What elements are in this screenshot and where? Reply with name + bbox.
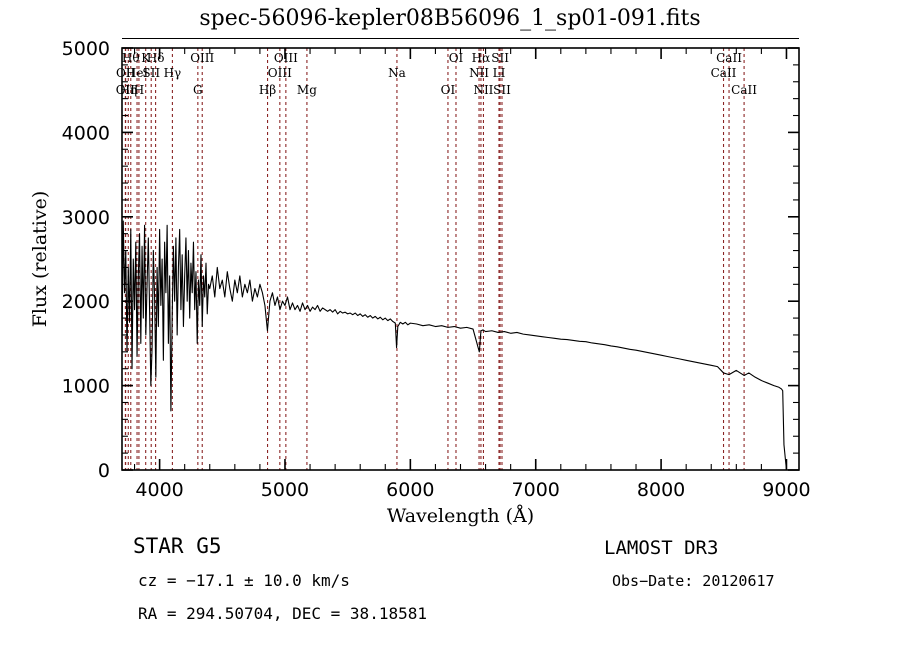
x-tick-label: 7000 <box>512 479 560 501</box>
spectral-line-label: OII <box>116 66 136 80</box>
spectral-line-label: CaII <box>731 83 757 97</box>
survey-label: LAMOST DR3 <box>604 537 719 559</box>
x-tick-label: 5000 <box>261 479 309 501</box>
spectral-line-label: Hγ <box>164 66 182 80</box>
page-title: spec-56096-kepler08B56096_1_sp01-091.fit… <box>199 6 701 31</box>
x-tick-label: 6000 <box>386 479 434 501</box>
y-tick-label: 2000 <box>62 291 110 313</box>
spectral-line-labels: OIIOIIHηHθHeIHKSIIHδHγGOIIIHβOIIIOIIIMgN… <box>116 51 758 97</box>
coordinates-label: RA = 294.50704, DEC = 38.18581 <box>138 604 427 623</box>
spectral-line-label: CaII <box>711 66 737 80</box>
spectral-line-label: Na <box>388 66 406 80</box>
spectral-line-label: Mg <box>297 83 317 97</box>
spectral-line-label: Hη <box>119 83 137 97</box>
x-tick-label: 8000 <box>637 479 685 501</box>
spectral-line-label: Hθ <box>122 51 140 65</box>
spectral-line-label: G <box>193 83 203 97</box>
x-tick-label: 9000 <box>762 479 810 501</box>
y-tick-label: 0 <box>98 460 110 482</box>
spectral-line-label: OI <box>441 83 456 97</box>
spectral-line-label: CaII <box>716 51 742 65</box>
obs-date-label: Obs−Date: 20120617 <box>612 572 775 590</box>
y-tick-label: 3000 <box>62 207 110 229</box>
y-axis-title: Flux (relative) <box>29 191 51 328</box>
spectral-line-label: Hδ <box>147 51 165 65</box>
spectral-line-label: LI <box>493 66 506 80</box>
title-underline <box>122 38 799 39</box>
spectral-line-label: H <box>134 83 144 97</box>
spectral-line-label: OIII <box>190 51 214 65</box>
spectral-line-label: OIII <box>268 66 292 80</box>
spectral-line-label: OIII <box>274 51 298 65</box>
spectral-line-label: NII <box>473 83 493 97</box>
spectral-line-label: SII <box>142 66 160 80</box>
y-tick-label: 5000 <box>62 38 110 60</box>
spectral-line-label: Hβ <box>259 83 276 97</box>
spectral-line-label: SII <box>493 83 511 97</box>
spectral-line-label: HeI <box>126 66 149 80</box>
spectral-line-label: K <box>141 51 151 65</box>
y-tick-label: 1000 <box>62 376 110 398</box>
spectral-line-label: SII <box>491 51 509 65</box>
spectral-line-label: OI <box>449 51 464 65</box>
plot-frame <box>121 47 800 471</box>
axis-ticks: 4000 5000 6000 7000 8000 9000 0 1000 2000 3000 400… <box>62 38 811 501</box>
object-class-label: STAR G5 <box>133 534 222 558</box>
spectral-line-label: OII <box>116 83 136 97</box>
radial-velocity-label: cz = −17.1 ± 10.0 km/s <box>138 571 350 590</box>
spectral-line-markers <box>124 48 745 470</box>
flux-curve <box>121 220 788 471</box>
spectral-line-label: Hα <box>472 51 491 65</box>
y-tick-label: 4000 <box>62 122 110 144</box>
spectral-line-label: NII <box>469 66 489 80</box>
x-axis-title: Wavelength (Å) <box>387 505 534 527</box>
x-tick-label: 4000 <box>135 479 183 501</box>
